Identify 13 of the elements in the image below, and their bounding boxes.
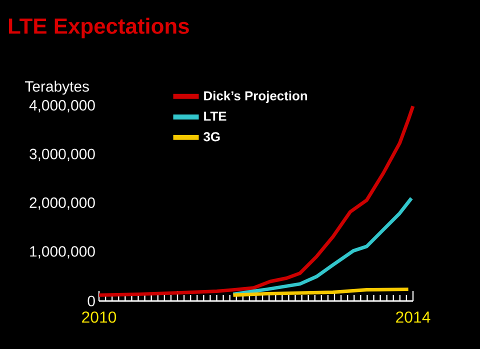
legend-label: Dick’s Projection xyxy=(204,90,308,103)
x-tick-label: 2014 xyxy=(396,312,430,323)
legend-label: LTE xyxy=(204,112,226,121)
x-tick-label: 2010 xyxy=(82,312,116,323)
y-tick-label: 3,000,000 xyxy=(30,148,95,162)
y-tick-label: 2,000,000 xyxy=(30,197,95,210)
y-tick-label: 1,000,000 xyxy=(30,246,95,258)
chart-title: LTE Expectations xyxy=(8,18,189,38)
y-tick-label: 0 xyxy=(88,296,95,306)
y-tick-label: 4,000,000 xyxy=(29,100,95,112)
legend-label: 3G xyxy=(204,132,220,142)
line-series xyxy=(97,104,415,297)
y-axis-title: Terabytes xyxy=(25,80,89,95)
